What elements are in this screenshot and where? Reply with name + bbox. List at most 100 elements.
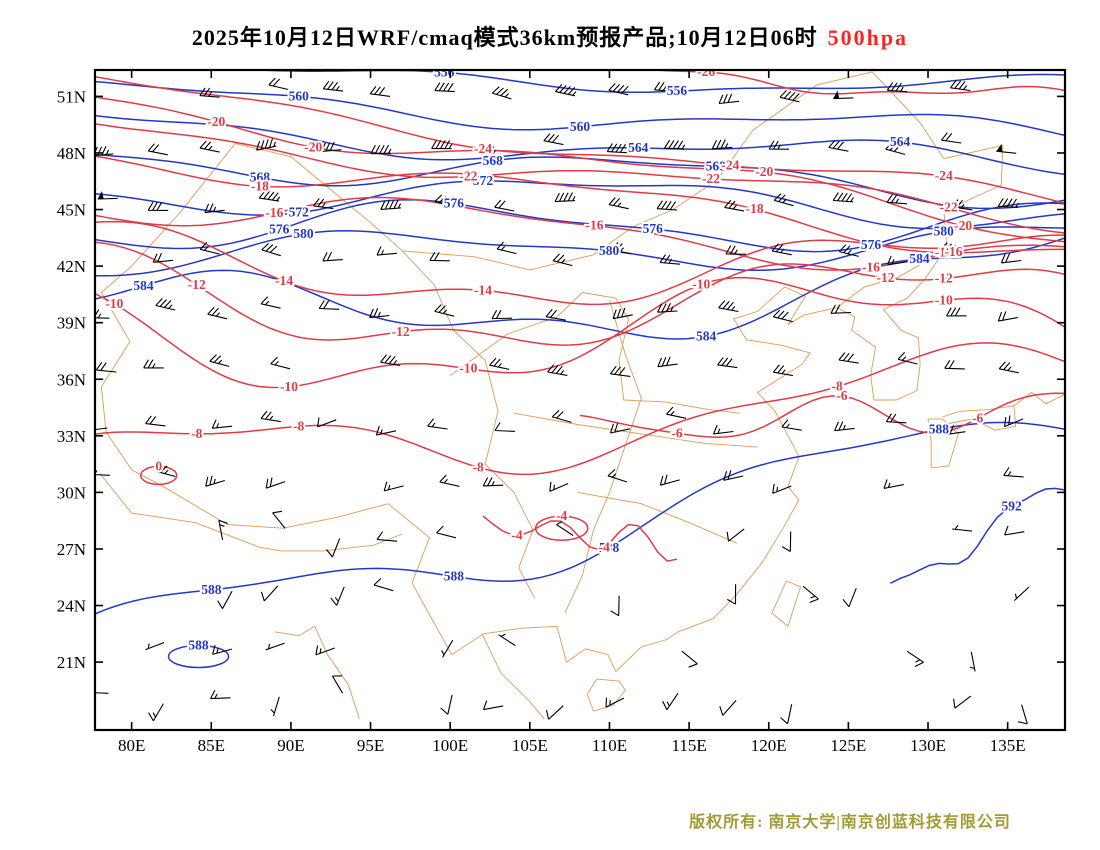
- wind-barb: [552, 253, 573, 267]
- wind-barb: [609, 365, 631, 377]
- wind-barb: [885, 413, 907, 424]
- wind-barb: [828, 139, 849, 152]
- wind-barb: [199, 140, 220, 153]
- wind-barb: [953, 695, 972, 709]
- wind-barb: [551, 409, 572, 423]
- contour-label: -4: [511, 527, 522, 542]
- wind-barb: [780, 704, 793, 725]
- wind-barb: [997, 198, 1019, 208]
- border-line: [481, 633, 545, 719]
- wind-barb: [723, 470, 744, 481]
- wind-barb: [657, 302, 678, 313]
- wind-barb: [427, 418, 448, 430]
- wind-barb: [145, 415, 166, 427]
- wind-barb: [772, 483, 792, 494]
- contour-label: -18: [746, 201, 764, 216]
- wind-barb: [496, 241, 517, 255]
- wind-barb: [439, 474, 460, 487]
- contour-label: 576: [444, 196, 465, 211]
- x-tick-label: 105E: [512, 736, 548, 755]
- contour-label: 580: [599, 243, 620, 258]
- closed-contour-0: [139, 465, 178, 486]
- contour-label: 572: [473, 173, 494, 188]
- x-tick-label: 115E: [671, 736, 706, 755]
- wind-barb: [969, 651, 976, 672]
- wind-barb: [951, 199, 973, 211]
- contour-line--24: [95, 75, 1065, 205]
- wind-barb: [941, 132, 962, 144]
- contour-label: -18: [935, 245, 953, 260]
- border-line: [942, 405, 1017, 431]
- contour-label: -10: [692, 277, 710, 292]
- wind-barb: [491, 86, 512, 100]
- wind-barb: [842, 587, 857, 608]
- contour-label: 560: [289, 88, 310, 103]
- wind-barb: [838, 352, 859, 364]
- wind-barb: [605, 697, 625, 708]
- wind-barb: [832, 192, 854, 203]
- wind-barb: [270, 696, 280, 717]
- x-tick-label: 100E: [432, 736, 468, 755]
- contour-label: 576: [861, 237, 882, 252]
- contour-line--10: [95, 276, 1065, 389]
- border-line: [586, 678, 626, 712]
- closed-contour-588: [167, 644, 230, 669]
- contour-label: -12: [392, 324, 410, 339]
- contour-label: 580: [293, 226, 314, 241]
- chart-title-level: 500hpa: [827, 25, 909, 50]
- contour-label: 580: [934, 223, 955, 238]
- contour-label: -26: [697, 64, 715, 79]
- contour-label: -12: [935, 271, 953, 286]
- wind-barb: [833, 90, 854, 100]
- contour-label: -6: [972, 410, 983, 425]
- x-tick-label: 95E: [357, 736, 384, 755]
- wind-barb: [611, 242, 632, 255]
- wind-barb: [256, 138, 277, 151]
- contour-label: -16: [862, 260, 880, 275]
- chart-title-main: 2025年10月12日WRF/cmaq模式36km预报产品;10月12日06时: [191, 25, 818, 50]
- contour-label: 0: [155, 458, 162, 473]
- y-tick-label: 24N: [57, 597, 86, 616]
- wind-barb: [268, 77, 289, 91]
- wind-barb: [773, 193, 794, 207]
- wind-barb: [612, 307, 633, 320]
- wind-barb: [549, 481, 569, 492]
- contour-label: 588: [188, 638, 209, 653]
- wind-barb: [147, 201, 169, 211]
- wind-barb: [664, 139, 686, 150]
- border-line: [513, 412, 758, 448]
- wind-barb: [1000, 253, 1022, 264]
- contour-label: -8: [473, 459, 484, 474]
- contour-label: 588: [929, 421, 950, 436]
- border-line: [1013, 391, 1065, 407]
- contour-label: -24: [935, 168, 953, 183]
- contour-line--18: [95, 155, 1065, 254]
- contour-label: -24: [474, 141, 492, 156]
- contour-label: 564: [890, 134, 911, 149]
- contour-label: 576: [643, 221, 664, 236]
- wind-barb: [1017, 704, 1028, 725]
- contour-label: -20: [954, 218, 972, 233]
- contour-label: -20: [755, 164, 773, 179]
- y-tick-label: 51N: [57, 87, 86, 106]
- border-line: [836, 248, 948, 401]
- wind-barb: [147, 143, 168, 156]
- wind-barb: [772, 364, 794, 377]
- contour-label: 584: [696, 328, 717, 343]
- wind-barb: [199, 87, 220, 98]
- wind-barb: [322, 251, 343, 262]
- contour-label: -12: [188, 277, 206, 292]
- wind-barb: [207, 306, 228, 320]
- wind-barb: [609, 422, 631, 434]
- wind-barb: [952, 524, 973, 532]
- wind-barb: [768, 140, 790, 150]
- contour-label: -4: [556, 508, 567, 523]
- wind-barb: [946, 307, 967, 317]
- contour-label: 556: [667, 83, 688, 98]
- wind-barb: [830, 304, 852, 314]
- temperature-contour-lines: [95, 70, 1065, 562]
- contour-label: -8: [191, 426, 202, 441]
- wind-barb: [719, 700, 737, 716]
- x-tick-label: 80E: [118, 736, 145, 755]
